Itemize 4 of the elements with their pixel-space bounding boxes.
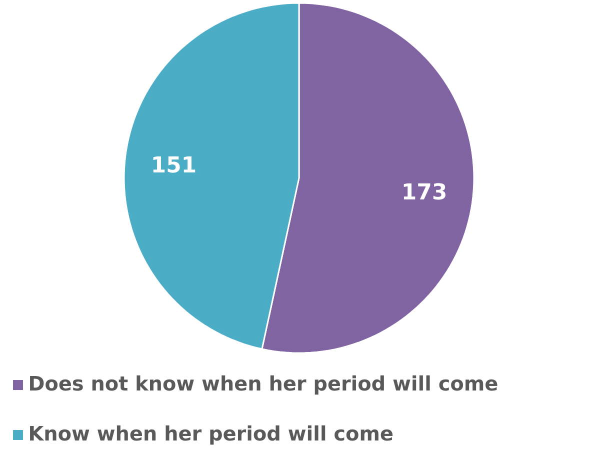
data-label: 173 [404,183,446,200]
data-label: 151 [153,156,196,173]
legend-label: Does not know when her period will come [30,375,498,395]
legend-label: Know when her period will come [30,425,393,445]
